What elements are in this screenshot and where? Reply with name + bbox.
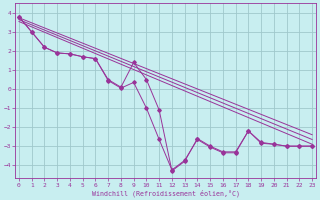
X-axis label: Windchill (Refroidissement éolien,°C): Windchill (Refroidissement éolien,°C) <box>92 189 240 197</box>
